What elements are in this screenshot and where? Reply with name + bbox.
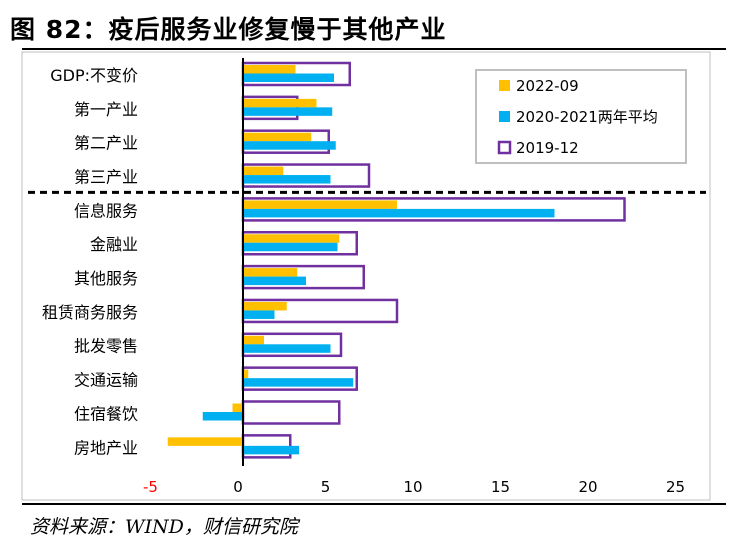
bar-2022-09: [243, 369, 249, 379]
category-label: 第三产业: [74, 167, 138, 186]
bar-2022-09: [243, 98, 317, 108]
bar-2022-09: [243, 234, 340, 243]
legend-swatch-2022-09: [499, 80, 510, 91]
category-label: 房地产业: [74, 438, 138, 457]
category-label: GDP:不变价: [50, 66, 138, 85]
bar-2022-09: [243, 65, 296, 74]
category-label: 批发零售: [74, 337, 138, 356]
bar-2020-2021-avg: [202, 412, 243, 421]
category-label: 其他服务: [74, 269, 138, 288]
x-tick-labels-group: -5 0 5 10 15 20 25: [143, 478, 685, 496]
category-label: 第二产业: [74, 134, 138, 153]
top-rule: [22, 48, 726, 50]
bar-2022-09: [243, 301, 287, 311]
category-label: 第一产业: [74, 100, 138, 119]
bar-2020-2021-avg: [243, 208, 555, 218]
source-note: 资料来源：WIND，财信研究院: [30, 516, 298, 538]
legend-swatch-2019-12: [497, 140, 512, 155]
bar-2020-2021-avg: [243, 175, 331, 184]
bar-2022-09: [243, 335, 264, 345]
category-label: 金融业: [90, 235, 138, 254]
bar-2020-2021-avg: [243, 107, 333, 116]
bar-2020-2021-avg: [243, 73, 334, 82]
category-label: 交通运输: [74, 371, 138, 390]
bar-2020-2021-avg: [243, 276, 306, 286]
bar-2022-09: [167, 437, 243, 446]
category-label: 租赁商务服务: [42, 303, 138, 322]
legend-label: 2019-12: [516, 139, 579, 157]
x-tick-label: 15: [491, 478, 510, 496]
x-tick-label: 5: [321, 478, 331, 496]
bar-2022-09: [243, 200, 397, 209]
bar-2020-2021-avg: [243, 344, 331, 353]
bar-2020-2021-avg: [243, 445, 299, 455]
legend: 2022-09 2020-2021两年平均 2019-12: [475, 69, 687, 164]
bar-2022-09: [232, 403, 243, 412]
x-tick-label: 25: [666, 478, 685, 496]
x-tick-label: 0: [233, 478, 243, 496]
x-tick-label: 10: [403, 478, 422, 496]
bar-2020-2021-avg: [243, 378, 354, 387]
category-label: 信息服务: [74, 201, 138, 220]
bar-2020-2021-avg: [243, 141, 336, 150]
legend-label: 2022-09: [516, 77, 579, 95]
bar-2020-2021-avg: [243, 310, 275, 319]
bar-2022-09: [243, 132, 312, 142]
bar-2022-09: [243, 166, 284, 176]
legend-label: 2020-2021两年平均: [516, 108, 658, 126]
bar-2022-09: [243, 268, 298, 277]
bottom-rule: [22, 503, 726, 505]
legend-swatch-2020-2021-avg: [499, 111, 510, 122]
category-label: 住宿餐饮: [74, 404, 138, 423]
figure-title: 图 82：疫后服务业修复慢于其他产业: [10, 15, 447, 44]
category-labels-group: GDP:不变价第一产业第二产业第三产业信息服务金融业其他服务租赁商务服务批发零售…: [42, 66, 138, 457]
bar-2020-2021-avg: [243, 242, 338, 252]
x-tick-label: 20: [578, 478, 597, 496]
x-tick-label: -5: [143, 478, 158, 496]
